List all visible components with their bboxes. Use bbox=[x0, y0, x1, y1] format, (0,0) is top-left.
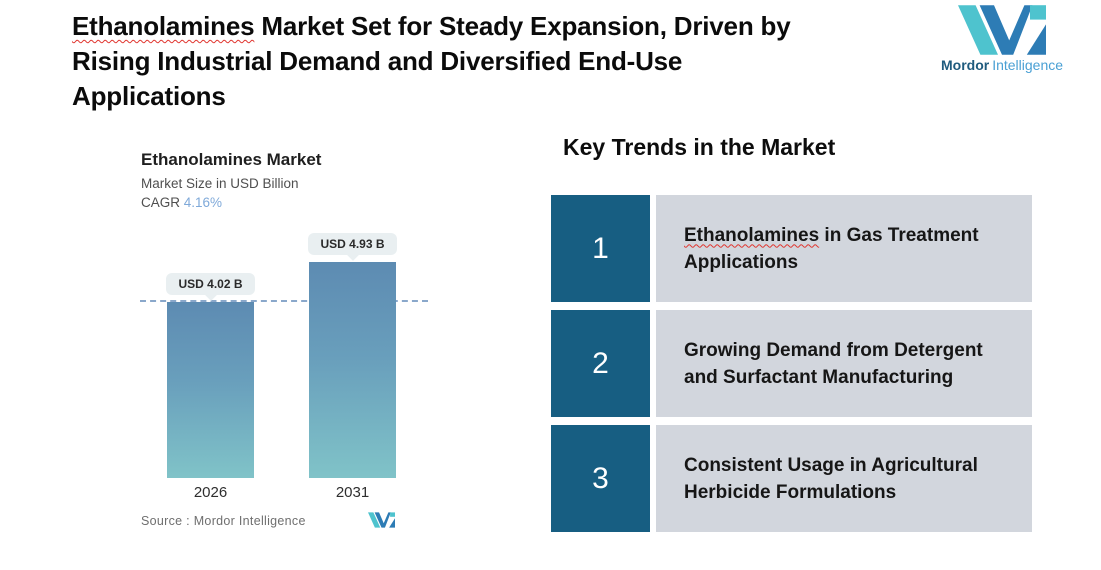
trend-1-line-1-rest: in Gas Treatment bbox=[819, 224, 979, 246]
chart-cagr: CAGR 4.16% bbox=[141, 195, 222, 210]
value-label-2031: USD 4.93 B bbox=[308, 233, 397, 255]
bar-chart-plot: USD 4.02 B USD 4.93 B bbox=[140, 233, 458, 478]
trend-number-1: 1 bbox=[551, 195, 650, 302]
trend-row-2: 2 Growing Demand from Detergent and Surf… bbox=[551, 310, 1032, 417]
bar-group-2026: USD 4.02 B bbox=[166, 273, 255, 478]
trend-2-line-1: Growing Demand from Detergent bbox=[684, 339, 983, 361]
trend-row-3: 3 Consistent Usage in Agricultural Herbi… bbox=[551, 425, 1032, 532]
brand-logo: Mordor Intelligence bbox=[941, 5, 1063, 73]
key-trends-heading: Key Trends in the Market bbox=[563, 134, 836, 160]
brand-name-bold: Mordor bbox=[940, 57, 990, 73]
cagr-value: 4.16% bbox=[183, 195, 223, 210]
trend-card-1: Ethanolamines in Gas Treatment Applicati… bbox=[656, 195, 1032, 302]
mordor-intelligence-logo-icon bbox=[958, 5, 1046, 55]
axis-label-2026: 2026 bbox=[193, 484, 228, 501]
bar-group-2031: USD 4.93 B bbox=[308, 233, 397, 478]
value-label-2026: USD 4.02 B bbox=[166, 273, 255, 295]
chart-title: Ethanolamines Market bbox=[141, 150, 322, 169]
brand-name: Mordor Intelligence bbox=[941, 57, 1063, 73]
chart-subtitle: Market Size in USD Billion bbox=[141, 176, 299, 191]
title-word-misspelled: Ethanolamines bbox=[72, 11, 255, 41]
title-line-3: Applications bbox=[72, 81, 226, 111]
baseline-dash-line bbox=[140, 300, 428, 302]
title-line-1: Ethanolamines Market Set for Steady Expa… bbox=[72, 9, 922, 44]
source-attribution: Source : Mordor Intelligence bbox=[141, 514, 306, 528]
trend-row-1: 1 Ethanolamines in Gas Treatment Applica… bbox=[551, 195, 1032, 302]
title-line-1-rest: Market Set for Steady Expansion, Driven … bbox=[254, 11, 791, 41]
axis-label-2031: 2031 bbox=[335, 484, 370, 501]
trend-2-line-2: and Surfactant Manufacturing bbox=[684, 366, 954, 388]
cagr-label: CAGR bbox=[141, 195, 181, 210]
page-title: Ethanolamines Market Set for Steady Expa… bbox=[72, 9, 922, 114]
trend-1-word-misspelled: Ethanolamines bbox=[684, 224, 820, 246]
bar-2026 bbox=[167, 302, 254, 478]
trend-number-2: 2 bbox=[551, 310, 650, 417]
brand-name-light: Intelligence bbox=[992, 57, 1064, 73]
trend-1-line-2: Applications bbox=[684, 251, 799, 273]
source-logo-mark-icon bbox=[368, 512, 395, 528]
trend-number-3: 3 bbox=[551, 425, 650, 532]
title-line-2: Rising Industrial Demand and Diversified… bbox=[72, 46, 683, 76]
trend-3-line-2: Herbicide Formulations bbox=[684, 481, 897, 503]
trend-card-3: Consistent Usage in Agricultural Herbici… bbox=[656, 425, 1032, 532]
trend-3-line-1: Consistent Usage in Agricultural bbox=[684, 454, 978, 476]
bar-2031 bbox=[309, 262, 396, 478]
trend-card-2: Growing Demand from Detergent and Surfac… bbox=[656, 310, 1032, 417]
trend-1-line-1: Ethanolamines in Gas Treatment bbox=[684, 222, 1024, 249]
